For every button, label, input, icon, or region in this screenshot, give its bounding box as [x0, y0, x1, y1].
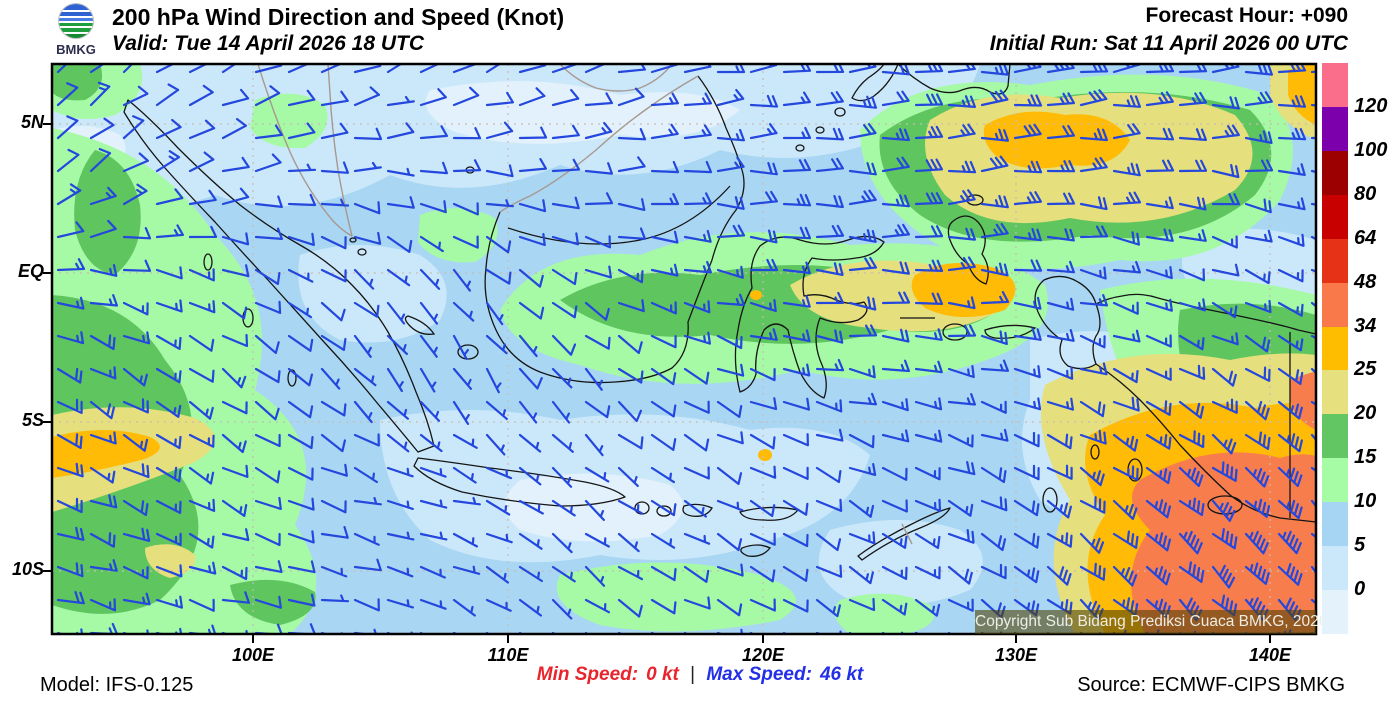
legend-label: 15	[1354, 446, 1377, 469]
copyright-overlay: Copyright Sub Bidang Prediksi Cuaca BMKG…	[975, 610, 1327, 634]
coast-papua	[1034, 275, 1316, 335]
legend-label: 20	[1354, 402, 1377, 425]
legend-cell	[1322, 502, 1348, 547]
valid-time: Valid: Tue 14 April 2026 18 UTC	[112, 32, 425, 55]
lat-tick-mark	[43, 123, 52, 125]
wind-barbs	[56, 64, 1316, 634]
max-speed-value: 46 kt	[819, 664, 864, 685]
map-frame	[50, 62, 1318, 636]
legend-label: 80	[1354, 182, 1377, 205]
minmax-separator: |	[690, 664, 696, 685]
legend-cell	[1322, 150, 1348, 195]
lat-tick-mark	[43, 421, 52, 423]
lat-tick-label: 5N	[20, 112, 44, 132]
minmax-speed: Min Speed: 0 kt | Max Speed: 46 kt	[537, 664, 864, 686]
lon-tick-label: 100E	[231, 645, 275, 665]
legend-cell	[1322, 458, 1348, 503]
coast-halmahera	[947, 215, 989, 285]
legend-cell	[1322, 194, 1348, 239]
legend-cell	[1322, 414, 1348, 459]
legend-label: 100	[1354, 138, 1388, 161]
speed-legend-colorbar	[1322, 63, 1348, 634]
lat-tick-label: 5S	[21, 410, 44, 430]
legend-label: 64	[1354, 226, 1377, 249]
coast-mindanao	[897, 64, 1011, 95]
legend-cell	[1322, 590, 1348, 634]
legend-label: 48	[1354, 270, 1377, 293]
lat-tick-mark	[43, 570, 52, 572]
lon-tick-mark	[252, 634, 254, 643]
lon-tick-label: 120E	[741, 645, 785, 665]
model-label: Model: IFS-0.125	[40, 674, 194, 696]
lon-tick-mark	[762, 634, 764, 643]
bmkg-logo-text: BMKG	[56, 42, 96, 57]
legend-cell	[1322, 238, 1348, 283]
coast-sumatra	[123, 99, 435, 453]
lon-tick-label: 140E	[1248, 645, 1292, 665]
forecast-hour: Forecast Hour: +090	[1145, 4, 1349, 27]
legend-label: 25	[1354, 358, 1377, 381]
legend-label: 5	[1354, 534, 1366, 557]
legend-cell	[1322, 106, 1348, 151]
min-speed-value: 0 kt	[646, 664, 679, 685]
page-title: 200 hPa Wind Direction and Speed (Knot)	[112, 4, 565, 30]
max-speed-label: Max Speed:	[706, 664, 812, 685]
lat-tick-label: EQ	[17, 261, 44, 281]
legend-cell	[1322, 282, 1348, 327]
bmkg-logo-globe	[59, 4, 93, 38]
lat-tick-mark	[43, 272, 52, 274]
speed-legend-labels: 120 100 80 64 48 34 25 20 15 10 5 0	[1354, 63, 1400, 634]
lat-tick-label: 10S	[11, 559, 44, 579]
lon-tick-label: 130E	[994, 645, 1038, 665]
bmkg-logo: BMKG	[56, 3, 96, 57]
speed-contour-fills	[52, 64, 1316, 634]
legend-label: 34	[1354, 314, 1377, 337]
legend-cell	[1322, 370, 1348, 415]
legend-cell	[1322, 546, 1348, 591]
coast-sarawak	[499, 75, 699, 213]
wind-barb-glyphs	[56, 64, 1316, 634]
initial-run: Initial Run: Sat 11 April 2026 00 UTC	[989, 32, 1348, 55]
graticule-gridlines	[52, 64, 1316, 634]
coast-borneo	[484, 75, 745, 384]
lon-tick-mark	[1015, 634, 1017, 643]
coast-malay-peninsula	[257, 64, 353, 237]
lon-tick-label: 110E	[487, 645, 529, 665]
lon-tick-mark	[1269, 634, 1271, 643]
source-label: Source: ECMWF-CIPS BMKG	[1077, 674, 1345, 696]
legend-label: 10	[1354, 490, 1377, 513]
legend-label: 120	[1354, 94, 1388, 117]
lon-tick-mark	[507, 634, 509, 643]
legend-cell	[1322, 63, 1348, 107]
min-speed-label: Min Speed:	[536, 664, 639, 685]
legend-label: 0	[1354, 578, 1366, 601]
legend-cell	[1322, 326, 1348, 371]
coast-java	[413, 457, 626, 507]
